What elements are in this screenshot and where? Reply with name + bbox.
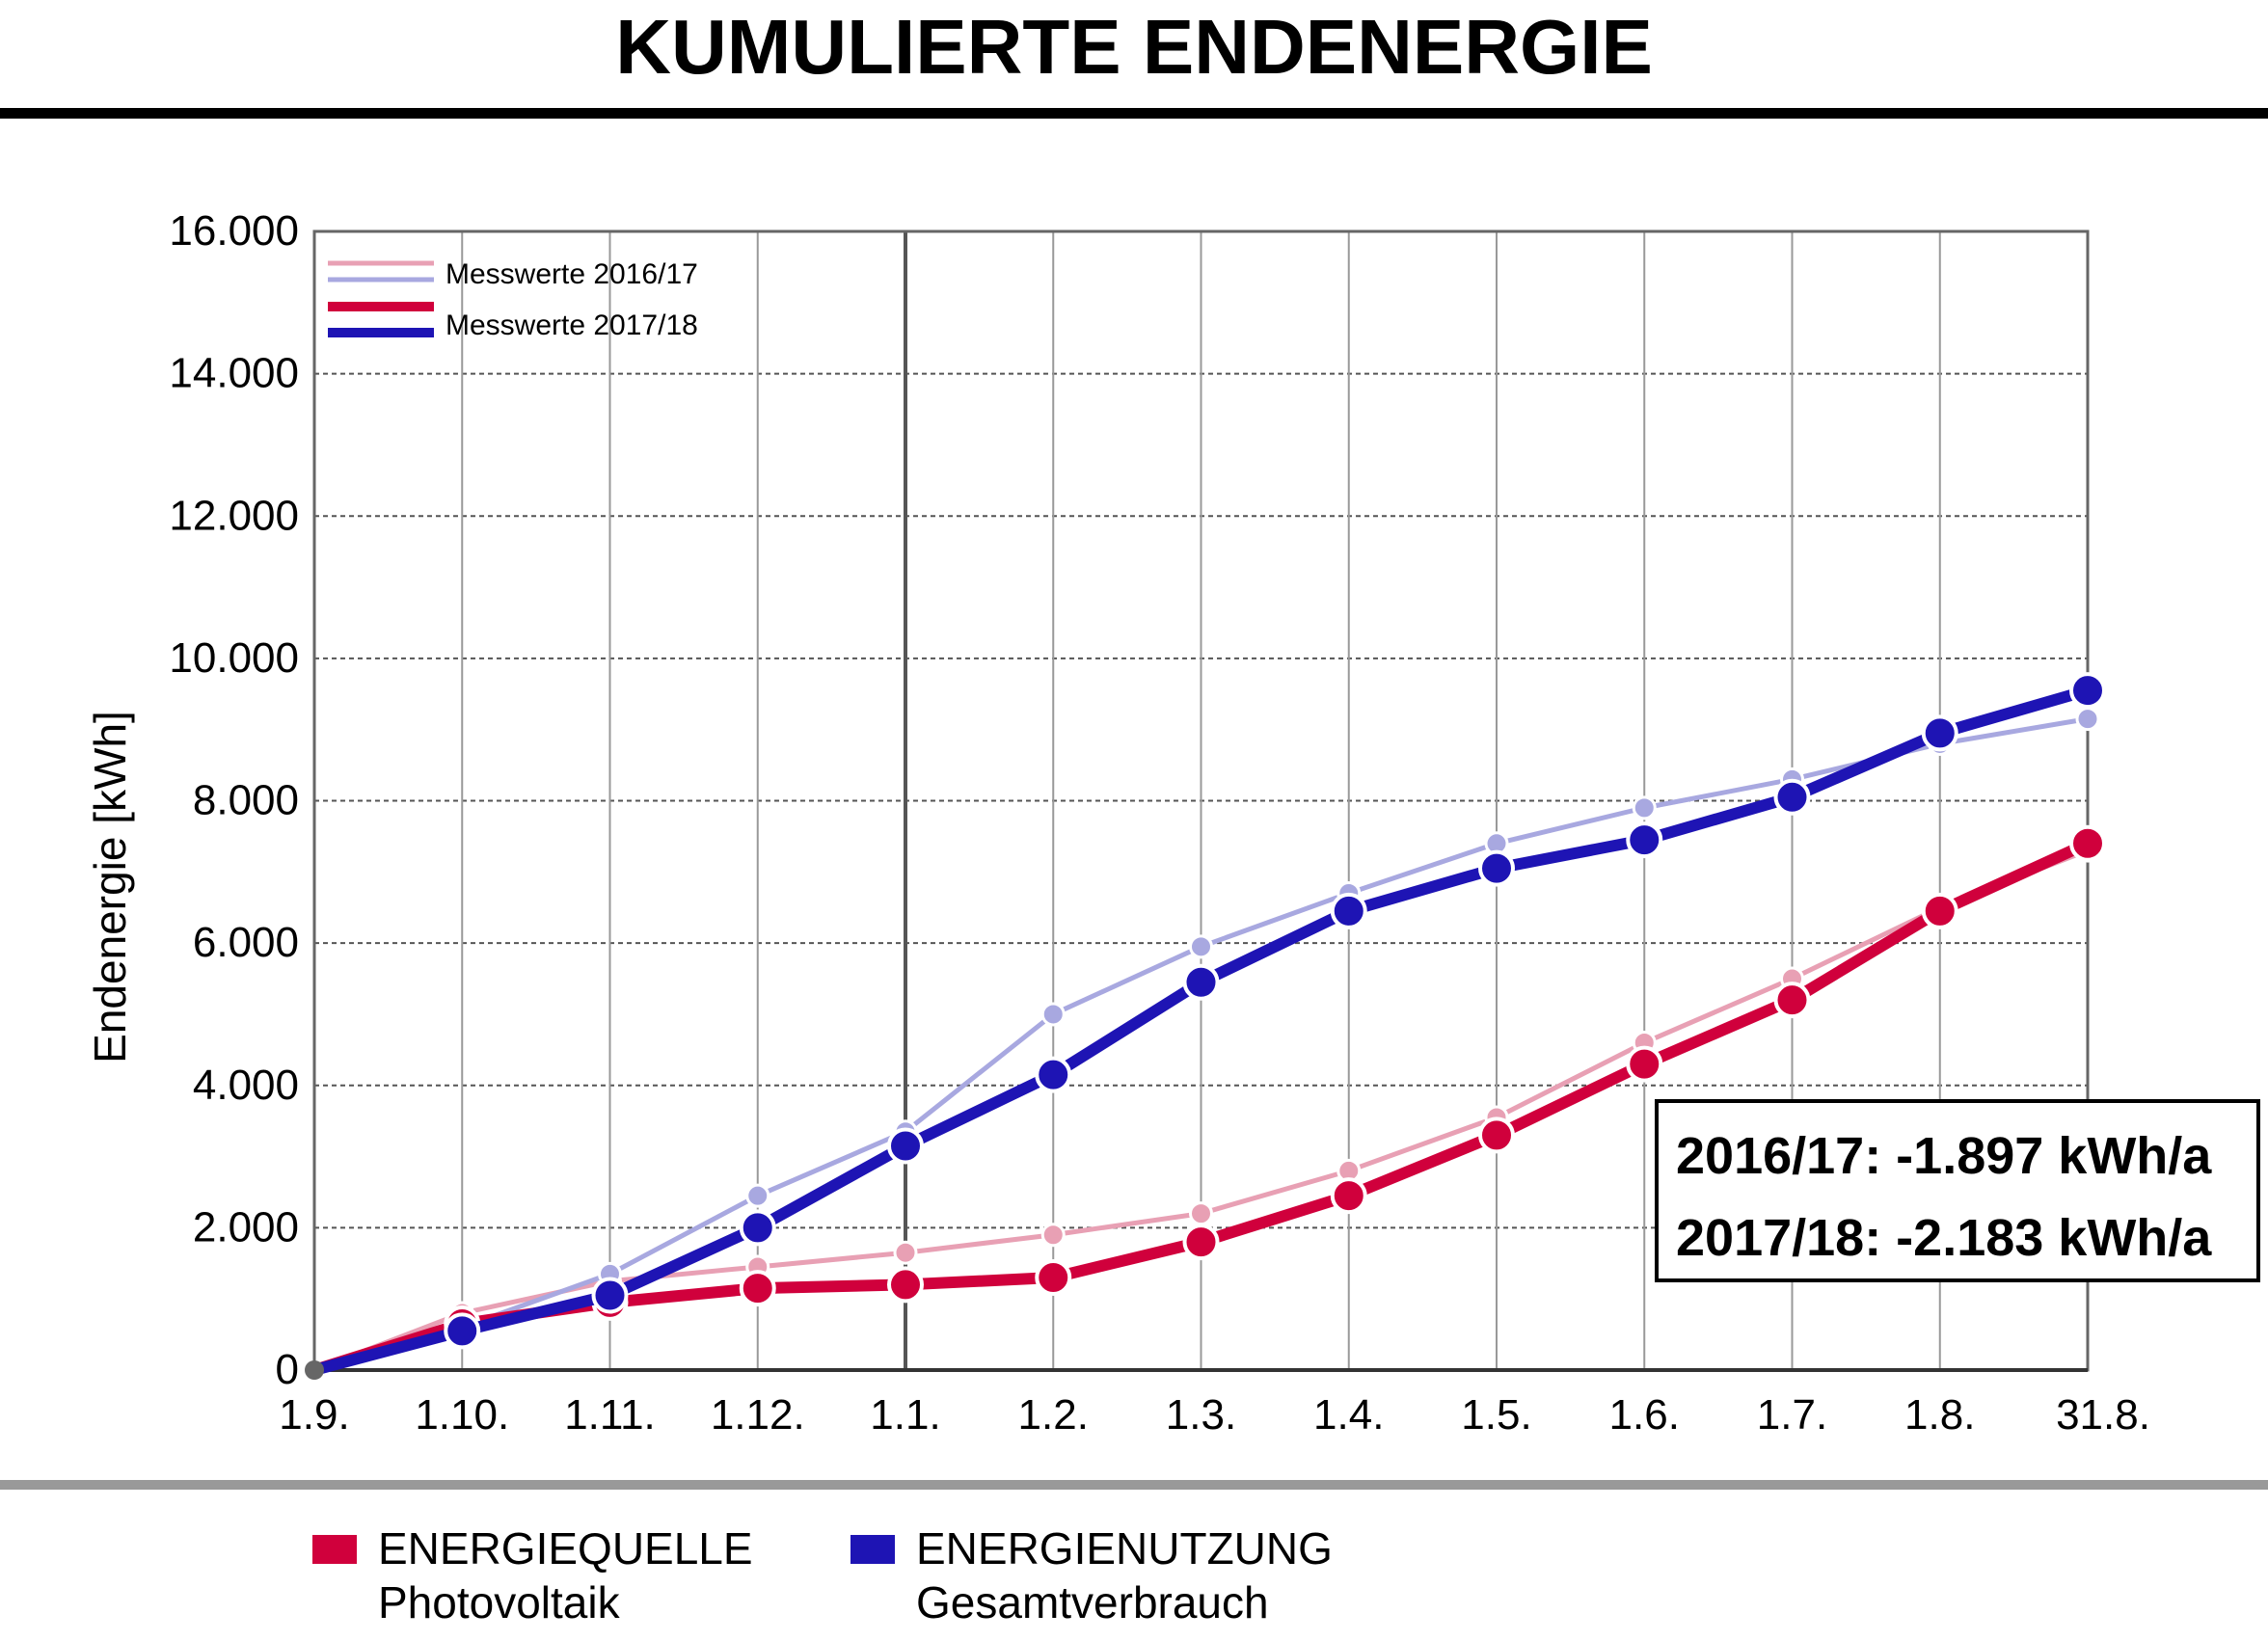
- data-point: [1626, 1045, 1663, 1083]
- y-tick-label: 8.000: [193, 777, 299, 824]
- y-tick-label: 10.000: [169, 634, 299, 682]
- x-tick-label: 1.11.: [564, 1391, 656, 1439]
- legend-subtitle-photovoltaik: Photovoltaik: [378, 1577, 620, 1628]
- data-point: [1182, 1224, 1220, 1261]
- data-point: [1189, 1201, 1213, 1226]
- data-point: [1189, 934, 1213, 959]
- series-lines: [305, 672, 2106, 1380]
- x-tick-label: 1.7.: [1757, 1391, 1827, 1439]
- data-point: [1035, 1056, 1072, 1093]
- data-point: [739, 1209, 776, 1247]
- data-point: [1632, 795, 1657, 820]
- summary-2016: 2016/17: -1.897 kWh/a: [1676, 1127, 2212, 1185]
- y-tick-label: 6.000: [193, 919, 299, 966]
- data-point: [1921, 892, 1958, 929]
- x-tick-label: 1.8.: [1904, 1391, 1975, 1439]
- data-point: [444, 1312, 481, 1350]
- data-point: [1921, 714, 1958, 752]
- legend-swatch-blue: [850, 1535, 895, 1564]
- data-point: [739, 1270, 776, 1307]
- data-point: [1182, 963, 1220, 1001]
- axes: [312, 229, 2090, 1372]
- tick-labels: 0 2.000 4.000 6.000 8.000 10.000 12.000 14.000 1…: [169, 207, 2150, 1439]
- legend-label-2016: Messwerte 2016/17: [446, 258, 698, 290]
- data-point: [1330, 892, 1367, 929]
- data-point: [1773, 982, 1811, 1019]
- legend-top: Messwerte 2016/17 Messwerte 2017/18: [328, 258, 698, 341]
- legend-label-2017: Messwerte 2017/18: [446, 309, 698, 341]
- x-tick-label: 1.3.: [1166, 1391, 1236, 1439]
- data-point: [1035, 1259, 1072, 1297]
- data-point: [1478, 849, 1515, 887]
- data-point: [1040, 1002, 1066, 1027]
- y-tick-label: 16.000: [169, 207, 299, 255]
- data-point: [591, 1277, 629, 1314]
- summary-box: 2016/17: -1.897 kWh/a 2017/18: -2.183 kW…: [1655, 1099, 2260, 1282]
- data-point: [887, 1127, 924, 1165]
- summary-2017: 2017/18: -2.183 kWh/a: [1676, 1209, 2212, 1267]
- y-tick-label: 12.000: [169, 492, 299, 539]
- legend-swatch-red: [312, 1535, 357, 1564]
- data-point: [2069, 672, 2106, 710]
- legend-title-energiequelle: ENERGIEQUELLE: [378, 1523, 753, 1574]
- y-tick-label: 4.000: [193, 1062, 299, 1109]
- grid-lines: [314, 231, 2088, 1370]
- legend-title-energienutzung: ENERGIENUTZUNG: [916, 1523, 1333, 1574]
- x-tick-label: 31.8.: [2056, 1391, 2150, 1439]
- x-tick-label: 1.5.: [1461, 1391, 1531, 1439]
- x-tick-label: 1.2.: [1018, 1391, 1089, 1439]
- y-tick-label: 14.000: [169, 350, 299, 397]
- origin-point: [305, 1360, 324, 1380]
- data-point: [1330, 1177, 1367, 1215]
- data-point: [1478, 1116, 1515, 1154]
- x-tick-label: 1.4.: [1313, 1391, 1384, 1439]
- data-point: [1626, 821, 1663, 859]
- chart-title: KUMULIERTE ENDENERGIE: [615, 4, 1653, 90]
- data-point: [1773, 778, 1811, 816]
- y-tick-label: 2.000: [193, 1203, 299, 1251]
- x-tick-label: 1.9.: [279, 1391, 349, 1439]
- y-tick-label: 0: [276, 1346, 299, 1393]
- y-axis-label: Endenergie [kWh]: [85, 711, 135, 1063]
- x-tick-label: 1.12.: [711, 1391, 805, 1439]
- footer-rule: [0, 1480, 2268, 1490]
- data-point: [893, 1240, 918, 1265]
- data-point: [745, 1183, 770, 1208]
- data-point: [2075, 707, 2100, 732]
- x-tick-label: 1.1.: [870, 1391, 940, 1439]
- legend-subtitle-gesamtverbrauch: Gesamtverbrauch: [916, 1577, 1269, 1628]
- title-rule: [0, 108, 2268, 119]
- x-tick-label: 1.6.: [1609, 1391, 1680, 1439]
- x-tick-label: 1.10.: [415, 1391, 509, 1439]
- data-point: [2069, 824, 2106, 862]
- line-chart: 0 2.000 4.000 6.000 8.000 10.000 12.000 14.000 1…: [85, 207, 2150, 1439]
- data-point: [887, 1266, 924, 1304]
- data-point: [1040, 1223, 1066, 1248]
